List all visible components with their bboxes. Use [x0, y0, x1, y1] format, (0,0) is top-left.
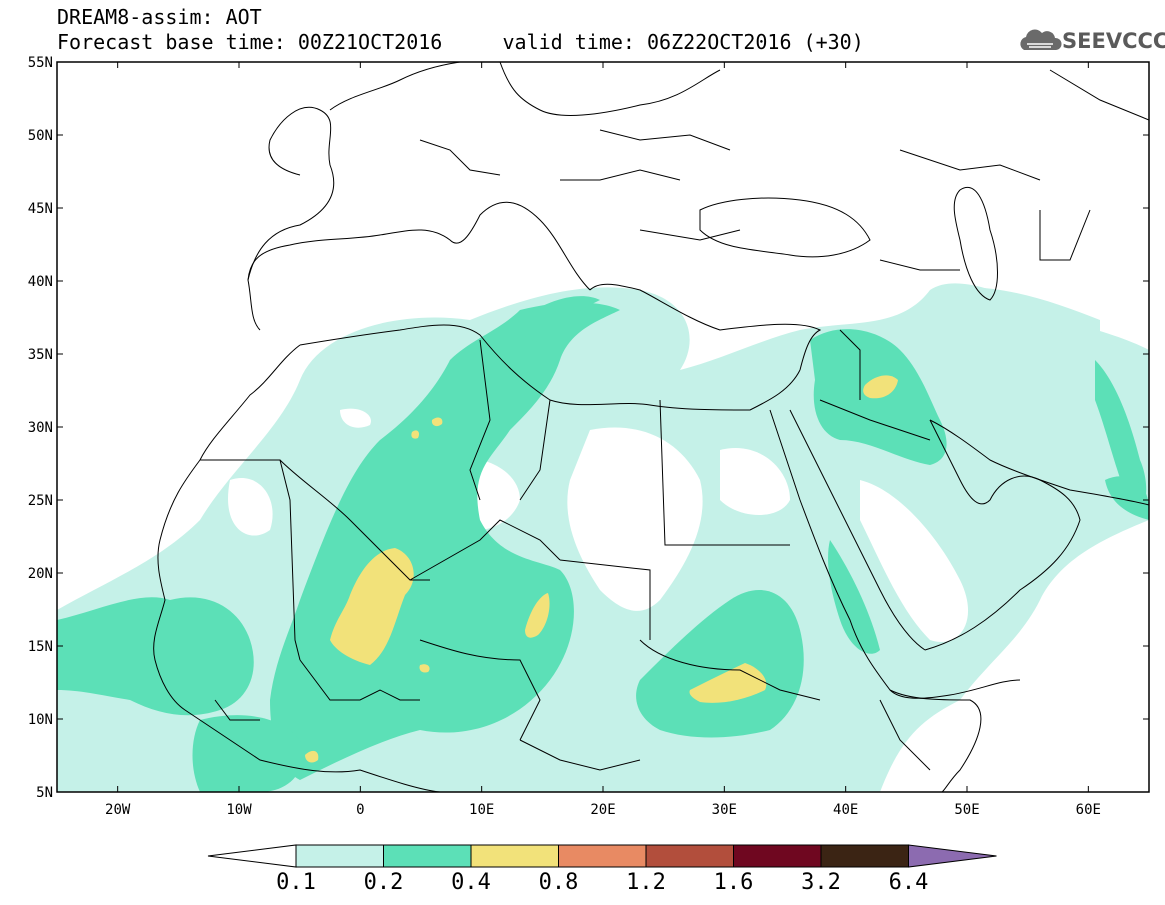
colorbar-swatch — [470, 844, 559, 868]
lon-tick-label: 40E — [833, 802, 858, 818]
colorbar — [207, 844, 997, 868]
lon-tick-label: 20W — [105, 802, 131, 818]
lon-tick-label: 10E — [469, 802, 494, 818]
aot-shading — [57, 283, 1149, 792]
lat-tick-label: 15N — [28, 639, 53, 655]
colorbar-high-extend — [908, 844, 997, 868]
lat-tick-label: 20N — [28, 566, 53, 582]
cloud-logo-icon — [1020, 29, 1062, 50]
colorbar-level-label: 0.1 — [276, 870, 316, 895]
lat-tick-label: 55N — [28, 55, 53, 71]
map-title: DREAM8-assim: AOT — [57, 5, 262, 29]
lat-tick-label: 5N — [36, 785, 53, 801]
lon-tick-label: 50E — [954, 802, 979, 818]
colorbar-swatch — [820, 844, 909, 868]
lat-tick-label: 45N — [28, 201, 53, 217]
forecast-times: Forecast base time: 00Z21OCT2016 valid t… — [57, 30, 864, 54]
lat-tick-label: 50N — [28, 128, 53, 144]
lat-tick-label: 35N — [28, 347, 53, 363]
colorbar-swatch — [295, 844, 384, 868]
colorbar-swatch — [645, 844, 734, 868]
lon-tick-label: 10W — [226, 802, 252, 818]
colorbar-level-label: 1.6 — [713, 870, 754, 895]
lat-tick-label: 25N — [28, 493, 53, 509]
lat-tick-label: 40N — [28, 274, 53, 290]
colorbar-level-label: 0.2 — [363, 870, 404, 895]
colorbar-swatch — [558, 844, 647, 868]
colorbar-level-label: 0.4 — [451, 870, 491, 895]
lon-tick-label: 20E — [590, 802, 615, 818]
colorbar-low-extend — [207, 844, 297, 868]
longitude-ticks: 20W 10W 0 10E 20E 30E 40E 50E 60E — [105, 62, 1101, 818]
colorbar-level-label: 6.4 — [888, 870, 929, 895]
lat-tick-label: 10N — [28, 712, 53, 728]
seevccc-logo: SEEVCCC — [1018, 26, 1165, 56]
colorbar-level-label: 0.8 — [538, 870, 579, 895]
colorbar-swatch — [733, 844, 822, 868]
logo-text: SEEVCCC — [1062, 29, 1165, 53]
colorbar-level-label: 3.2 — [801, 870, 841, 895]
lon-tick-label: 30E — [712, 802, 737, 818]
coastlines — [153, 62, 1149, 792]
lon-tick-label: 0 — [356, 802, 364, 818]
lon-tick-label: 60E — [1076, 802, 1101, 818]
colorbar-level-label: 1.2 — [626, 870, 666, 895]
lat-tick-label: 30N — [28, 420, 53, 436]
colorbar-swatch — [383, 844, 472, 868]
latitude-ticks: 55N 50N 45N 40N 35N 30N 25N 20N 15N 10N 5N — [28, 55, 1149, 801]
aot-band-0.4-0.8 — [305, 375, 898, 763]
